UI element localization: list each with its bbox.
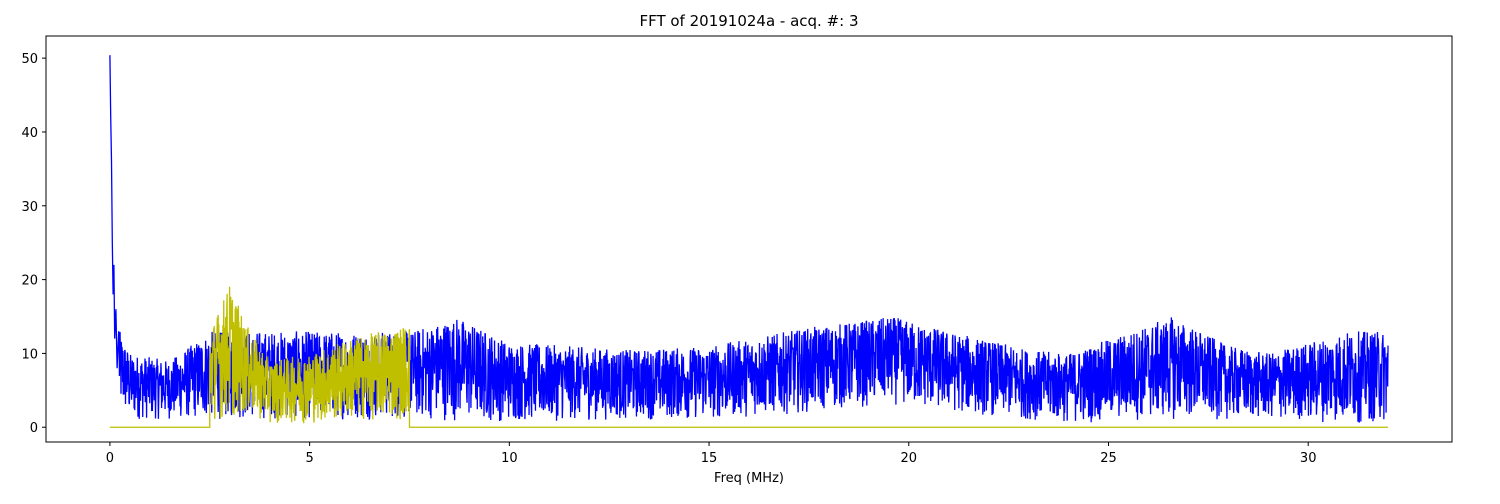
y-tick-label: 40 [21,126,38,141]
x-tick-label: 30 [1300,451,1317,466]
x-tick-label: 20 [900,451,917,466]
x-tick-label: 5 [305,451,313,466]
x-ticks: 0 5 10 15 20 25 30 [106,442,1317,466]
y-tick-label: 20 [21,274,38,289]
y-tick-label: 50 [21,52,38,67]
series-blue-line [109,55,1389,423]
y-ticks: 0 10 20 30 40 50 [21,52,46,436]
y-tick-label: 30 [21,200,38,215]
x-tick-label: 25 [1100,451,1117,466]
x-axis-label: Freq (MHz) [714,471,784,486]
series-layer [109,55,1389,428]
x-tick-label: 15 [701,451,718,466]
chart-title: FFT of 20191024a - acq. #: 3 [639,12,858,30]
series-yellow-line [109,286,1389,428]
y-tick-label: 10 [21,347,38,362]
x-tick-label: 10 [501,451,518,466]
axes-frame [45,35,1453,443]
x-tick-label: 0 [106,451,114,466]
y-tick-label: 0 [30,421,38,436]
